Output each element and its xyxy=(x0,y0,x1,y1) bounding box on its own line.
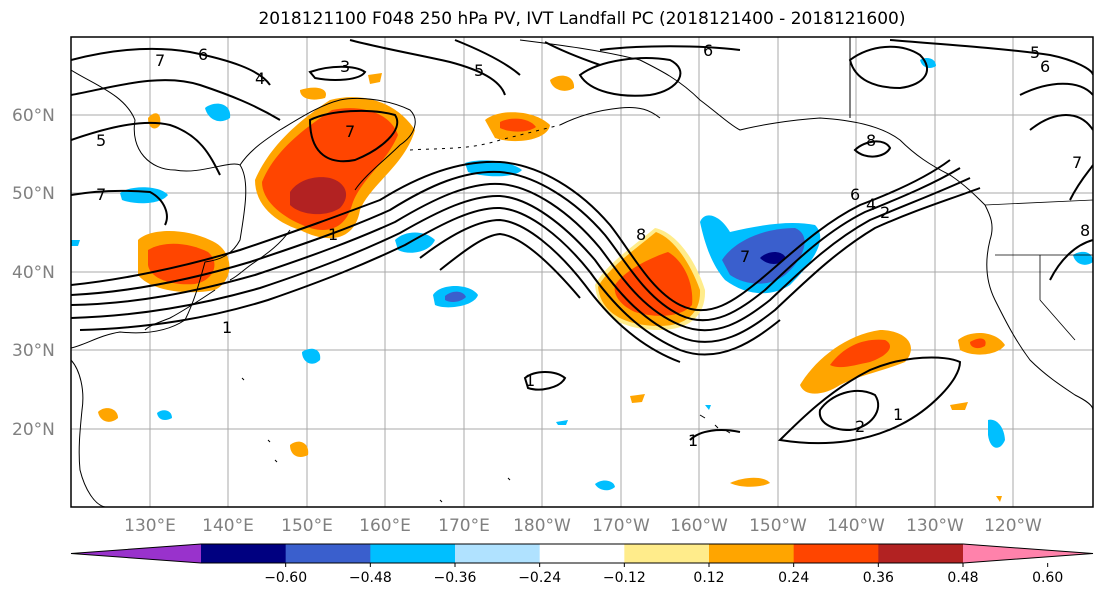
contour-label: 5 xyxy=(96,131,106,150)
contour-label: 1 xyxy=(525,371,535,390)
contour-label: 5 xyxy=(1030,43,1040,62)
colorbar-tick-label: −0.24 xyxy=(518,570,561,586)
contour-label: 4 xyxy=(866,195,876,214)
colorbar-segment xyxy=(539,544,625,563)
contour-label: 7 xyxy=(96,185,106,204)
lat-label: 30°N xyxy=(12,341,55,361)
colorbar-tick-label: −0.12 xyxy=(603,570,646,586)
lat-label: 50°N xyxy=(12,184,55,204)
contour-label: 8 xyxy=(866,131,876,150)
lon-label: 180°W xyxy=(513,516,571,536)
lon-label: 170°W xyxy=(592,516,650,536)
lon-label: 160°E xyxy=(359,516,411,536)
contour-label: 6 xyxy=(198,45,208,64)
contour-label: 6 xyxy=(850,185,860,204)
contour-label: 8 xyxy=(636,225,646,244)
contour-label: 7 xyxy=(1072,153,1082,172)
lon-label: 170°E xyxy=(438,516,490,536)
coastlines xyxy=(71,37,1093,507)
latitude-labels: 60°N 50°N 40°N 30°N 20°N xyxy=(12,106,55,440)
contour-label: 7 xyxy=(345,122,355,141)
lat-label: 40°N xyxy=(12,263,55,283)
lon-label: 130°W xyxy=(906,516,964,536)
colorbar-extend-max xyxy=(963,544,1093,563)
contour-label: 4 xyxy=(255,69,265,88)
contour-label: 1 xyxy=(222,318,232,337)
contour-label: 1 xyxy=(328,225,338,244)
colorbar-segment xyxy=(878,544,964,563)
lon-label: 120°W xyxy=(984,516,1042,536)
lon-label: 150°W xyxy=(749,516,807,536)
map-border xyxy=(70,36,1094,508)
contour-label: 8 xyxy=(1080,221,1090,240)
colorbar-tick-label: −0.60 xyxy=(264,570,307,586)
contour-label: 2 xyxy=(855,417,865,436)
colorbar-tick-label: −0.48 xyxy=(349,570,392,586)
contour-label: 7 xyxy=(740,247,750,266)
lon-label: 130°E xyxy=(124,516,176,536)
contour-label: 5 xyxy=(474,61,484,80)
colorbar: −0.60 −0.48 −0.36 −0.24 −0.12 0.12 0.24 0.36 0.4… xyxy=(70,543,1094,586)
contour-label: 7 xyxy=(155,51,165,70)
colorbar-segment xyxy=(624,544,710,563)
lon-label: 140°W xyxy=(827,516,885,536)
contour-label: 6 xyxy=(1040,57,1050,76)
contour-label-group: 7 6 4 3 5 5 7 1 1 8 7 6 8 6 4 2 7 1 1 2 … xyxy=(96,41,1090,450)
contour-lines xyxy=(71,39,1093,445)
contour-label: 3 xyxy=(340,57,350,76)
colorbar-tick-label: 0.12 xyxy=(693,570,724,586)
map-title: 2018121100 F048 250 hPa PV, IVT Landfall… xyxy=(258,9,906,29)
lon-label: 140°E xyxy=(202,516,254,536)
colorbar-segment xyxy=(709,544,795,563)
lon-label: 150°E xyxy=(281,516,333,536)
contour-label: 6 xyxy=(703,41,713,60)
contour-label: 2 xyxy=(880,203,890,222)
contour-label: 1 xyxy=(688,431,698,450)
colorbar-segment xyxy=(793,544,879,563)
colorbar-segment xyxy=(370,544,456,563)
colorbar-tick-label: 0.36 xyxy=(863,570,894,586)
colorbar-tick-label: 0.48 xyxy=(947,570,978,586)
colorbar-tick-label: −0.36 xyxy=(434,570,477,586)
lat-label: 20°N xyxy=(12,420,55,440)
colorbar-extend-min xyxy=(71,544,201,563)
colorbar-outline xyxy=(70,543,1094,564)
contour-label: 1 xyxy=(893,405,903,424)
lon-label: 160°W xyxy=(670,516,728,536)
longitude-labels: 130°E 140°E 150°E 160°E 170°E 180°W 170°… xyxy=(124,516,1042,536)
colorbar-segment xyxy=(455,544,541,563)
colorbar-tick-label: 0.24 xyxy=(778,570,809,586)
colorbar-tick-label: 0.60 xyxy=(1032,570,1063,586)
lat-label: 60°N xyxy=(12,106,55,126)
colorbar-segment xyxy=(285,544,371,563)
colorbar-segment xyxy=(201,544,287,563)
